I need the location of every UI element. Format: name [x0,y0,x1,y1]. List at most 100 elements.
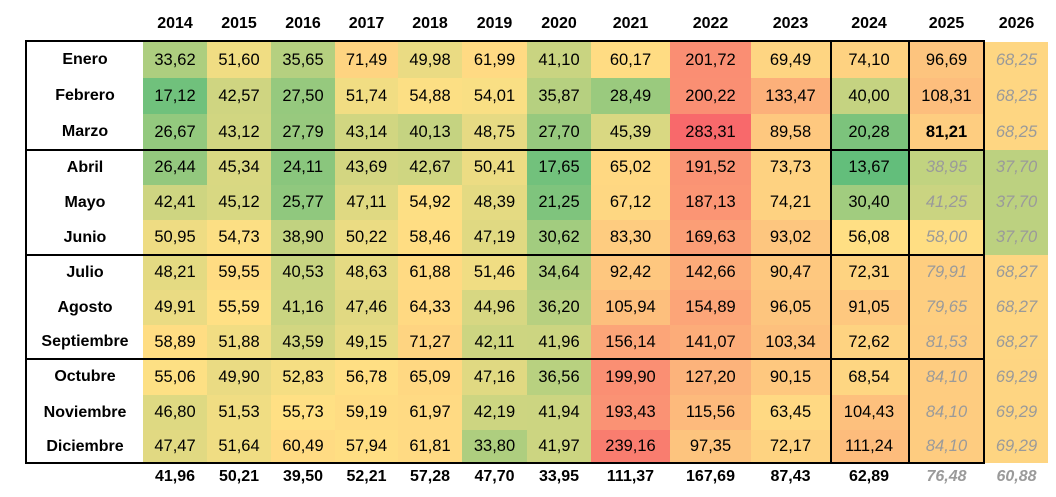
value-cell[interactable]: 72,17 [751,430,830,463]
value-cell[interactable]: 68,25 [985,114,1048,150]
value-cell[interactable]: 36,20 [527,290,591,325]
value-cell[interactable]: 51,60 [207,42,271,78]
value-cell[interactable]: 50,41 [462,150,527,185]
value-cell[interactable]: 45,34 [207,150,271,185]
value-cell[interactable]: 68,25 [985,78,1048,114]
value-cell[interactable]: 35,65 [271,42,335,78]
value-cell[interactable]: 49,15 [335,325,398,359]
value-cell[interactable]: 201,72 [670,42,751,78]
value-cell[interactable]: 30,62 [527,220,591,255]
value-cell[interactable]: 42,57 [207,78,271,114]
value-cell[interactable]: 84,10 [908,395,985,430]
total-cell-2021[interactable]: 111,37 [606,468,655,485]
value-cell[interactable]: 193,43 [591,395,670,430]
value-cell[interactable]: 73,73 [751,150,830,185]
value-cell[interactable]: 41,97 [527,430,591,463]
value-cell[interactable]: 48,63 [335,255,398,290]
value-cell[interactable]: 187,13 [670,185,751,220]
value-cell[interactable]: 83,30 [591,220,670,255]
value-cell[interactable]: 42,67 [398,150,462,185]
value-cell[interactable]: 45,39 [591,114,670,150]
value-cell[interactable]: 41,16 [271,290,335,325]
total-cell-2020[interactable]: 33,95 [538,468,580,485]
value-cell[interactable]: 133,47 [751,78,830,114]
value-cell[interactable]: 43,14 [335,114,398,150]
value-cell[interactable]: 199,90 [591,359,670,395]
value-cell[interactable]: 61,99 [462,42,527,78]
value-cell[interactable]: 105,94 [591,290,670,325]
value-cell[interactable]: 69,29 [985,395,1048,430]
value-cell[interactable]: 84,10 [908,359,985,395]
value-cell[interactable]: 65,02 [591,150,670,185]
value-cell[interactable]: 68,27 [985,290,1048,325]
value-cell[interactable]: 37,70 [985,220,1048,255]
value-cell[interactable]: 68,27 [985,325,1048,359]
value-cell[interactable]: 108,31 [908,78,985,114]
value-cell[interactable]: 26,44 [143,150,207,185]
value-cell[interactable]: 90,47 [751,255,830,290]
value-cell[interactable]: 61,97 [398,395,462,430]
value-cell[interactable]: 46,80 [143,395,207,430]
value-cell[interactable]: 169,63 [670,220,751,255]
value-cell[interactable]: 55,59 [207,290,271,325]
total-cell-2023[interactable]: 87,43 [770,468,811,485]
value-cell[interactable]: 47,11 [335,185,398,220]
total-cell-2018[interactable]: 57,28 [409,468,451,485]
value-cell[interactable]: 97,35 [670,430,751,463]
total-cell-2017[interactable]: 52,21 [346,468,387,485]
value-cell[interactable]: 17,65 [527,150,591,185]
total-cell-2014[interactable]: 41,96 [154,468,196,485]
value-cell[interactable]: 79,65 [908,290,985,325]
value-cell[interactable]: 26,67 [143,114,207,150]
value-cell[interactable]: 67,12 [591,185,670,220]
total-cell-2022[interactable]: 167,69 [686,468,735,485]
value-cell[interactable]: 72,31 [830,255,908,290]
value-cell[interactable]: 58,00 [908,220,985,255]
value-cell[interactable]: 51,88 [207,325,271,359]
value-cell[interactable]: 69,29 [985,430,1048,463]
value-cell[interactable]: 56,08 [830,220,908,255]
value-cell[interactable]: 37,70 [985,150,1048,185]
value-cell[interactable]: 27,50 [271,78,335,114]
value-cell[interactable]: 50,95 [143,220,207,255]
value-cell[interactable]: 104,43 [830,395,908,430]
value-cell[interactable]: 89,58 [751,114,830,150]
value-cell[interactable]: 51,74 [335,78,398,114]
value-cell[interactable]: 33,62 [143,42,207,78]
value-cell[interactable]: 84,10 [908,430,985,463]
value-cell[interactable]: 54,92 [398,185,462,220]
value-cell[interactable]: 69,49 [751,42,830,78]
value-cell[interactable]: 79,91 [908,255,985,290]
value-cell[interactable]: 41,25 [908,185,985,220]
value-cell[interactable]: 40,53 [271,255,335,290]
value-cell[interactable]: 92,42 [591,255,670,290]
value-cell[interactable]: 59,55 [207,255,271,290]
value-cell[interactable]: 90,15 [751,359,830,395]
value-cell[interactable]: 49,91 [143,290,207,325]
value-cell[interactable]: 96,05 [751,290,830,325]
value-cell[interactable]: 64,33 [398,290,462,325]
total-cell-2019[interactable]: 47,70 [474,468,515,485]
value-cell[interactable]: 48,21 [143,255,207,290]
value-cell[interactable]: 59,19 [335,395,398,430]
value-cell[interactable]: 56,78 [335,359,398,395]
value-cell[interactable]: 17,12 [143,78,207,114]
value-cell[interactable]: 35,87 [527,78,591,114]
value-cell[interactable]: 30,40 [830,185,908,220]
value-cell[interactable]: 200,22 [670,78,751,114]
value-cell[interactable]: 34,64 [527,255,591,290]
value-cell[interactable]: 65,09 [398,359,462,395]
value-cell[interactable]: 141,07 [670,325,751,359]
value-cell[interactable]: 43,69 [335,150,398,185]
value-cell[interactable]: 156,14 [591,325,670,359]
value-cell[interactable]: 38,90 [271,220,335,255]
value-cell[interactable]: 54,01 [462,78,527,114]
value-cell[interactable]: 63,45 [751,395,830,430]
value-cell[interactable]: 40,00 [830,78,908,114]
value-cell[interactable]: 60,49 [271,430,335,463]
value-cell[interactable]: 51,64 [207,430,271,463]
value-cell[interactable]: 57,94 [335,430,398,463]
value-cell[interactable]: 24,11 [271,150,335,185]
value-cell[interactable]: 54,88 [398,78,462,114]
value-cell[interactable]: 21,25 [527,185,591,220]
